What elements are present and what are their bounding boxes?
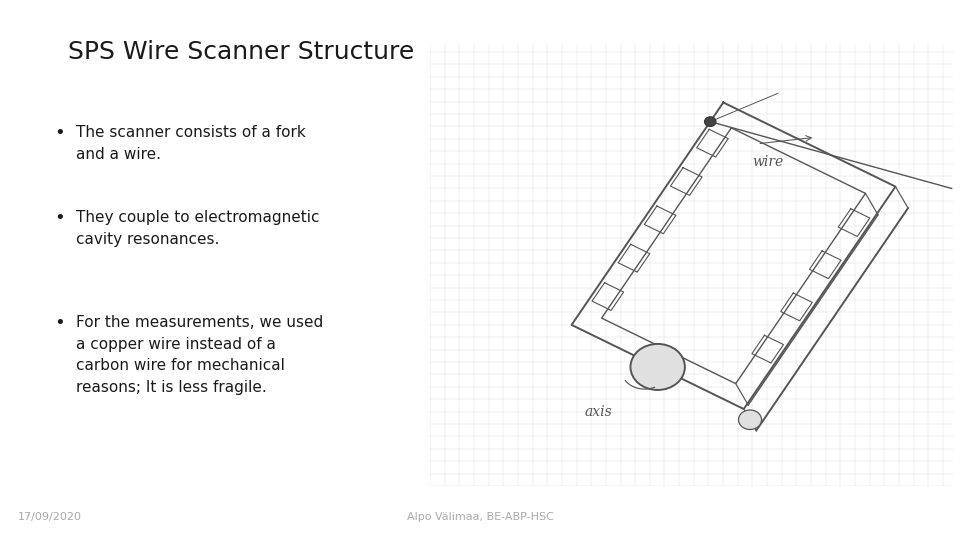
Text: The scanner consists of a fork
and a wire.: The scanner consists of a fork and a wir…	[76, 125, 305, 161]
Text: •: •	[54, 124, 64, 142]
Text: Fork: Fork	[959, 177, 960, 191]
Text: •: •	[54, 314, 64, 332]
Text: SPS Wire Scanner Structure: SPS Wire Scanner Structure	[68, 40, 415, 64]
Text: axis: axis	[585, 404, 612, 418]
Circle shape	[631, 344, 684, 390]
Text: •: •	[54, 209, 64, 227]
Circle shape	[738, 410, 761, 429]
Text: They couple to electromagnetic
cavity resonances.: They couple to electromagnetic cavity re…	[76, 210, 320, 247]
Text: 17/09/2020: 17/09/2020	[18, 512, 82, 522]
Text: For the measurements, we used
a copper wire instead of a
carbon wire for mechani: For the measurements, we used a copper w…	[76, 315, 324, 395]
Text: Alpo Välimaa, BE-ABP-HSC: Alpo Välimaa, BE-ABP-HSC	[407, 512, 553, 522]
Circle shape	[705, 117, 716, 126]
Text: wire: wire	[752, 155, 783, 169]
